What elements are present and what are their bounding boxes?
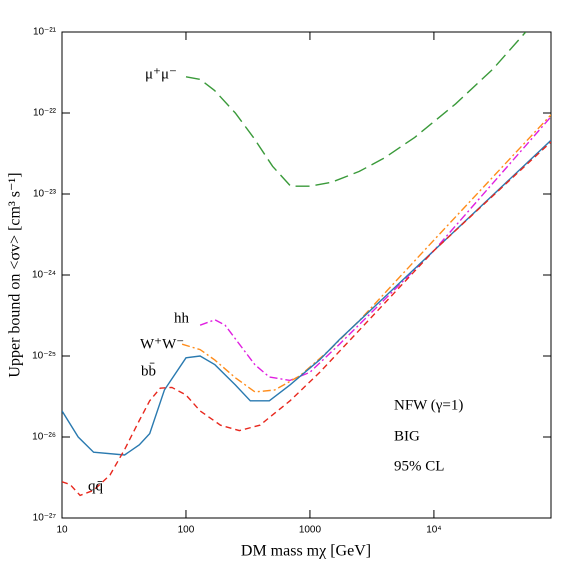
series-line xyxy=(185,32,527,187)
series-label: qq̄ xyxy=(88,478,104,494)
series-label: W⁺W⁻ xyxy=(140,336,184,352)
x-tick-label: 10⁴ xyxy=(426,525,441,536)
series-label: μ⁺μ⁻ xyxy=(145,66,177,82)
annotation: BIG xyxy=(394,428,420,444)
x-tick-label: 10 xyxy=(56,525,68,536)
annotation: 95% CL xyxy=(394,458,444,474)
series-line xyxy=(62,141,551,497)
y-tick-label: 10⁻²⁷ xyxy=(33,513,57,524)
series-label: bb̄ xyxy=(141,363,156,379)
y-tick-label: 10⁻²² xyxy=(33,108,57,119)
y-tick-label: 10⁻²⁵ xyxy=(32,351,56,362)
plot-frame xyxy=(61,31,552,519)
series-line xyxy=(181,114,551,393)
x-tick-label: 100 xyxy=(178,525,195,536)
series-label: hh xyxy=(174,310,190,326)
y-axis-label: Upper bound on <σv> [cm³ s⁻¹] xyxy=(7,172,24,377)
series-line xyxy=(199,116,551,382)
series-line xyxy=(62,139,551,456)
y-tick-label: 10⁻²⁶ xyxy=(32,432,56,443)
y-tick-label: 10⁻²¹ xyxy=(33,27,57,38)
x-tick-label: 1000 xyxy=(299,525,322,536)
y-tick-label: 10⁻²⁴ xyxy=(32,270,56,281)
annotation: NFW (γ=1) xyxy=(394,397,463,413)
x-axis-label: DM mass mχ [GeV] xyxy=(241,543,371,560)
y-tick-label: 10⁻²³ xyxy=(33,189,57,200)
